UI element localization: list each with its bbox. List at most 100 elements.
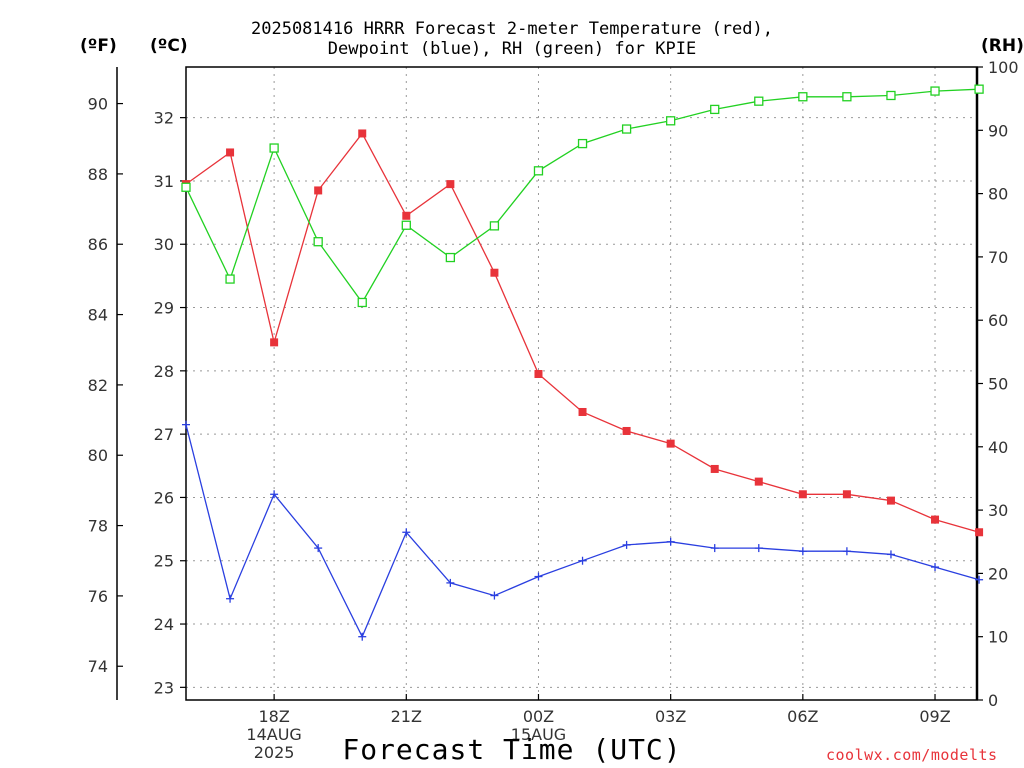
rh-tick-label: 20	[988, 564, 1008, 583]
plot-frame	[185, 66, 978, 701]
temperature-point	[931, 515, 940, 524]
rh-point	[666, 116, 676, 126]
rh-point	[225, 274, 235, 284]
dewpoint-point	[270, 490, 279, 499]
temperature-point	[534, 370, 543, 379]
celsius-tick-label: 25	[154, 552, 174, 571]
rh-point	[577, 138, 588, 149]
tick-labels: 23 24 25 26 27 28 29 30 31 32 74 76 78 80 82 84 86 88 90 0 1…	[88, 58, 1019, 762]
rh-point	[401, 220, 411, 230]
rh-tick-label: 50	[988, 375, 1008, 394]
rh-tick-label: 30	[988, 501, 1008, 520]
fahrenheit-tick-label: 82	[88, 376, 108, 395]
fahrenheit-tick-label: 74	[88, 657, 108, 676]
rh-point	[269, 143, 279, 153]
dewpoint-point	[402, 528, 411, 537]
dewpoint-point	[314, 544, 323, 553]
rh-point	[621, 124, 632, 134]
celsius-tick-label: 26	[154, 488, 174, 507]
dewpoint-point	[798, 547, 807, 556]
fahrenheit-tick-label: 76	[88, 587, 108, 606]
axes	[116, 66, 983, 701]
credit-link[interactable]: coolwx.com/modelts	[826, 746, 998, 764]
rh-axis-label: (RH)	[981, 36, 1024, 56]
rh-point	[181, 182, 191, 192]
dewpoint-point	[182, 420, 190, 429]
dewpoint-point	[886, 550, 895, 559]
temperature-point	[710, 464, 719, 473]
x-tick-label: 00Z	[523, 707, 554, 726]
celsius-tick-label: 30	[154, 235, 174, 254]
dewpoint-point	[622, 540, 631, 549]
rh-point	[886, 90, 896, 101]
celsius-tick-label: 28	[154, 362, 174, 381]
x-tick-label: 09Z	[919, 707, 950, 726]
temperature-point	[402, 211, 411, 220]
celsius-axis-label: (ºC)	[150, 36, 188, 56]
x-tick-label: 15AUG	[511, 725, 566, 744]
temperature-point	[270, 338, 279, 347]
rh-point	[754, 96, 764, 106]
rh-point	[930, 86, 940, 96]
dewpoint-point	[842, 547, 851, 556]
fahrenheit-tick-label: 90	[88, 95, 108, 114]
x-tick-label: 18Z	[258, 707, 289, 726]
fahrenheit-tick-label: 78	[88, 517, 108, 536]
chart-title-line1: 2025081416 HRRR Forecast 2-meter Tempera…	[251, 19, 773, 39]
rh-point	[313, 237, 323, 247]
dewpoint-point	[666, 537, 675, 546]
celsius-tick-label: 32	[154, 109, 174, 128]
temperature-point	[578, 407, 587, 416]
x-tick-label: 2025	[254, 743, 295, 762]
x-tick-label: 03Z	[655, 707, 686, 726]
celsius-tick-label: 24	[154, 615, 174, 634]
temperature-point	[842, 490, 851, 499]
temperature-point	[226, 148, 235, 157]
rh-tick-label: 60	[988, 311, 1008, 330]
fahrenheit-tick-label: 88	[88, 165, 108, 184]
dewpoint-point	[446, 578, 455, 587]
x-tick-label: 14AUG	[246, 725, 301, 744]
temperature-point	[798, 490, 807, 499]
temperature-point	[314, 186, 323, 195]
rh-point	[357, 297, 367, 308]
dewpoint-point	[710, 544, 719, 553]
rh-tick-label: 100	[988, 58, 1019, 77]
dewpoint-point	[931, 563, 940, 572]
series-dewpoint	[182, 420, 984, 641]
temperature-point	[886, 496, 895, 505]
rh-point	[842, 92, 852, 102]
dewpoint-point	[226, 594, 235, 603]
temperature-point	[490, 268, 499, 277]
dewpoint-point	[490, 591, 499, 600]
dewpoint-point	[534, 572, 543, 581]
fahrenheit-tick-label: 86	[88, 235, 108, 254]
series-rh	[181, 84, 984, 308]
temperature-point	[622, 426, 631, 435]
x-tick-label: 06Z	[787, 707, 818, 726]
rh-point	[710, 104, 720, 115]
temperature-point	[754, 477, 763, 486]
chart-title-line2: Dewpoint (blue), RH (green) for KPIE	[327, 39, 697, 59]
rh-point	[489, 221, 500, 231]
temperature-point	[446, 180, 455, 189]
fahrenheit-axis-label: (ºF)	[80, 36, 117, 56]
dewpoint-point	[975, 575, 984, 584]
celsius-tick-label: 27	[154, 425, 174, 444]
celsius-tick-label: 31	[154, 172, 174, 191]
x-axis-title: Forecast Time (UTC)	[342, 733, 682, 766]
rh-point	[798, 92, 808, 102]
celsius-tick-label: 29	[154, 299, 174, 318]
dewpoint-point	[754, 544, 763, 553]
series-line-dewpoint	[185, 424, 980, 639]
rh-tick-label: 0	[988, 691, 998, 710]
temperature-point	[666, 439, 675, 448]
fahrenheit-tick-label: 80	[88, 446, 108, 465]
rh-point	[974, 84, 984, 94]
rh-tick-label: 70	[988, 248, 1008, 267]
fahrenheit-tick-label: 84	[88, 306, 108, 325]
rh-tick-label: 90	[988, 121, 1008, 140]
rh-point	[445, 252, 456, 263]
rh-tick-label: 10	[988, 628, 1008, 647]
